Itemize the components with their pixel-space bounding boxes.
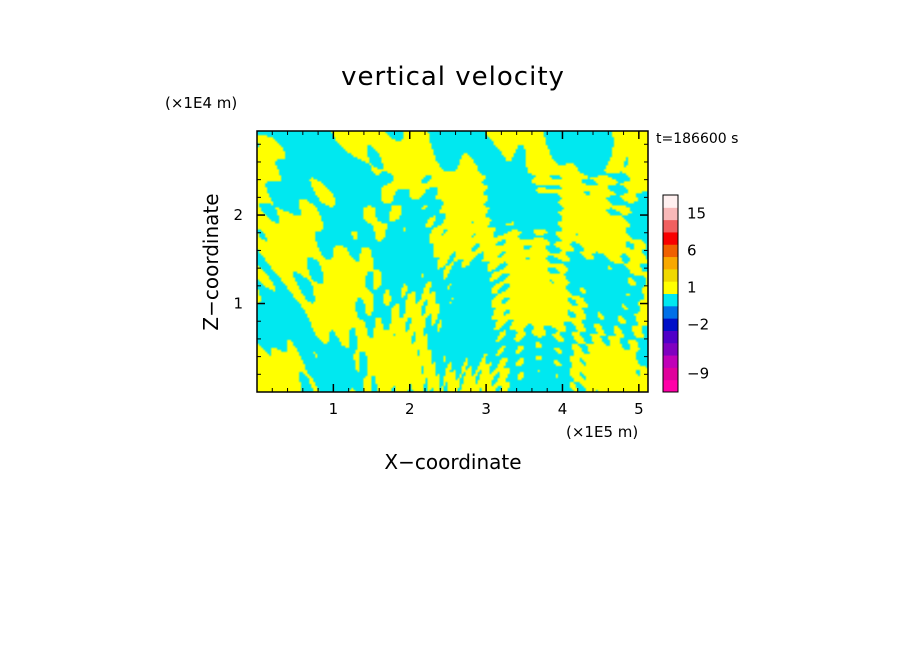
colorbar-swatch — [663, 318, 678, 331]
velocity-field — [257, 131, 648, 392]
colorbar-swatch — [663, 268, 678, 282]
colorbar-label: −9 — [687, 365, 709, 383]
colorbar-swatch — [663, 256, 678, 270]
y-axis-unit: (×1E4 m) — [165, 94, 237, 112]
colorbar-swatch — [663, 355, 678, 368]
y-axis-label: Z−coordinate — [199, 193, 223, 330]
colorbar-label: −2 — [687, 315, 709, 333]
colorbar-swatch — [663, 379, 678, 393]
colorbar-swatch — [663, 330, 678, 344]
x-axis-unit: (×1E5 m) — [566, 423, 638, 441]
colorbar-swatch — [663, 231, 678, 245]
x-tick-label: 4 — [558, 400, 568, 418]
colorbar-swatch — [663, 293, 678, 307]
x-tick-label: 3 — [481, 400, 491, 418]
colorbar-swatch — [663, 207, 678, 221]
x-axis: 1 2 3 4 5 — [271, 131, 644, 418]
y-axis: 12 — [233, 143, 648, 375]
colorbar-label: 1 — [687, 278, 697, 296]
x-axis-label: X−coordinate — [384, 450, 521, 474]
colorbar-swatch — [663, 305, 678, 319]
colorbar-swatch — [663, 367, 678, 381]
chart-title: vertical velocity — [341, 62, 565, 92]
plot-frame — [256, 130, 649, 393]
y-tick-label: 2 — [233, 206, 243, 224]
velocity-field-image — [257, 131, 648, 392]
y-tick-label: 1 — [233, 295, 243, 313]
colorbar-label: 15 — [687, 204, 706, 222]
time-label: t=186600 s — [656, 131, 738, 147]
colorbar-swatch — [663, 195, 678, 208]
x-tick-label: 5 — [634, 400, 644, 418]
colorbar: −9 −2 1 6 15 — [662, 194, 709, 393]
colorbar-swatch — [663, 219, 678, 233]
x-tick-label: 2 — [405, 400, 415, 418]
colorbar-label: 6 — [687, 241, 697, 259]
x-tick-label: 1 — [329, 400, 339, 418]
colorbar-swatch — [663, 281, 678, 294]
colorbar-swatch — [663, 244, 678, 258]
colorbar-swatch — [663, 342, 678, 356]
colorbar-frame — [662, 194, 679, 393]
